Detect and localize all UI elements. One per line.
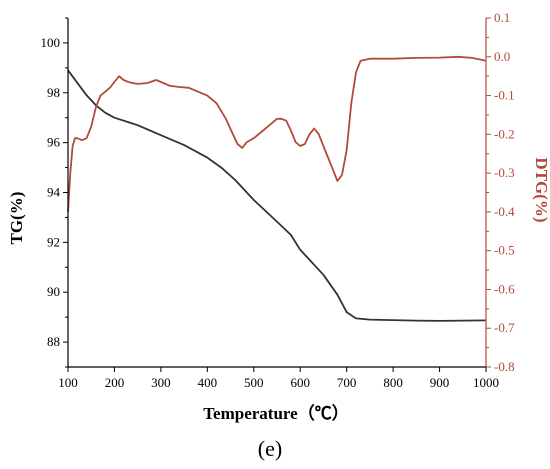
x-tick-label: 200 <box>105 375 125 390</box>
y-right-tick-label: -0.1 <box>494 88 515 103</box>
x-tick-label: 500 <box>244 375 264 390</box>
y-right-tick-label: 0.0 <box>494 49 510 64</box>
x-tick-label: 100 <box>58 375 78 390</box>
y-right-tick-label: 0.1 <box>494 10 510 25</box>
x-tick-label: 800 <box>383 375 403 390</box>
y-right-tick-label: -0.2 <box>494 126 515 141</box>
y-right-tick-label: -0.4 <box>494 204 515 219</box>
x-tick-label: 1000 <box>473 375 499 390</box>
y-right-tick-label: -0.8 <box>494 359 515 374</box>
x-tick-label: 400 <box>198 375 218 390</box>
y-right-tick-label: -0.5 <box>494 243 515 258</box>
x-tick-label: 700 <box>337 375 357 390</box>
y-left-tick-label: 92 <box>47 234 60 249</box>
dtg-curve <box>67 55 487 212</box>
x-axis-title: Temperature（℃） <box>203 403 348 423</box>
x-tick-label: 300 <box>151 375 171 390</box>
y-right-tick-label: -0.7 <box>494 320 515 335</box>
tick-labels: 100 200 300 400 500 600 700 800 900 1000 88 90 92 94 9… <box>41 10 516 390</box>
y-right-tick-label: -0.6 <box>494 281 515 296</box>
y-left-tick-label: 94 <box>47 185 61 200</box>
x-tick-label: 600 <box>290 375 310 390</box>
y-left-axis-title: TG(%) <box>7 192 26 245</box>
panel-label: (e) <box>258 436 282 461</box>
y-left-tick-label: 90 <box>47 284 60 299</box>
y-left-tick-label: 96 <box>47 135 61 150</box>
tg-curve <box>67 69 487 322</box>
y-right-tick-label: -0.3 <box>494 165 515 180</box>
y-right-axis-title: DTG(%) <box>532 157 550 222</box>
plot-area <box>63 17 491 372</box>
y-left-tick-label: 88 <box>47 334 60 349</box>
y-left-tick-label: 100 <box>41 35 61 50</box>
y-left-tick-label: 98 <box>47 85 60 100</box>
x-tick-label: 900 <box>430 375 450 390</box>
